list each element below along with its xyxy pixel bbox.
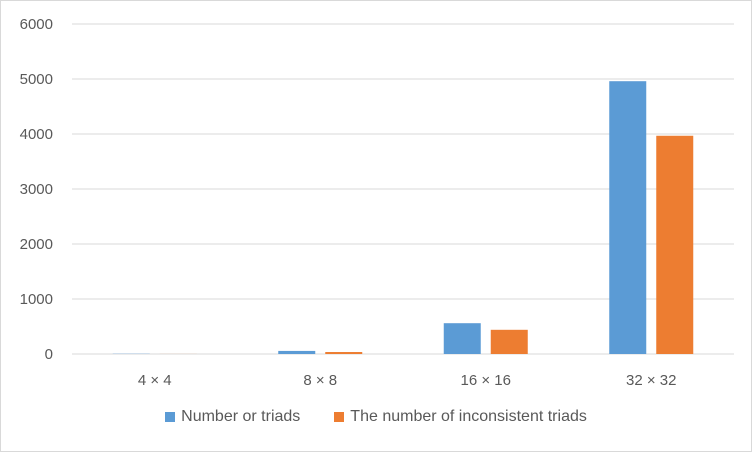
y-tick-label: 1000	[20, 291, 53, 308]
y-tick-label: 5000	[20, 71, 53, 88]
legend-item-series-1: Number or triads	[165, 408, 300, 426]
legend-swatch-series-1	[165, 412, 176, 422]
x-tick-label: 8 × 8	[303, 372, 337, 389]
x-tick-label: 32 × 32	[626, 372, 676, 389]
bar-2	[490, 329, 528, 354]
bar-2	[656, 135, 694, 354]
legend-label-series-1: Number or triads	[181, 408, 301, 425]
y-tick-label: 6000	[20, 16, 53, 33]
y-tick-label: 0	[45, 346, 53, 363]
bar-1	[609, 81, 647, 354]
legend-swatch-series-2	[334, 412, 345, 422]
x-tick-label: 4 × 4	[138, 372, 172, 389]
legend-label-series-2: The number of inconsistent triads	[350, 408, 587, 425]
bar-2	[325, 352, 363, 354]
y-tick-label: 3000	[20, 181, 53, 198]
y-tick-label: 4000	[20, 126, 53, 143]
bar-1	[278, 350, 316, 354]
legend: Number or triads The number of inconsist…	[0, 408, 752, 426]
x-tick-label: 16 × 16	[461, 372, 511, 389]
legend-item-series-2: The number of inconsistent triads	[334, 408, 587, 426]
y-tick-label: 2000	[20, 236, 53, 253]
bar-1	[443, 323, 481, 354]
